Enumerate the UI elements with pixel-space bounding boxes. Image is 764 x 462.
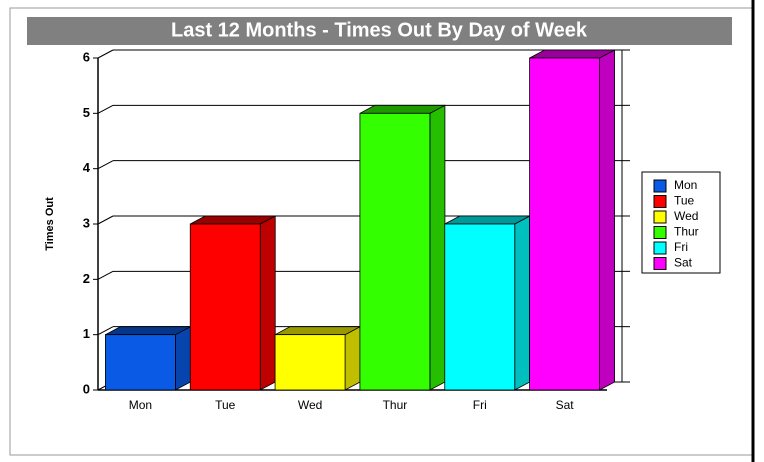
bar-top (105, 326, 191, 336)
legend-label: Fri (674, 240, 688, 254)
legend-label: Mon (674, 178, 697, 192)
legend-label: Wed (674, 209, 698, 223)
bar-side (514, 215, 531, 391)
bar (105, 334, 176, 391)
y-axis-label: Times Out (44, 197, 56, 251)
bar-side (259, 215, 276, 391)
y-tick-label: 2 (83, 271, 90, 286)
legend-label: Thur (674, 225, 699, 239)
grid-side (97, 104, 114, 114)
legend-swatch (653, 179, 667, 193)
bar-top (190, 215, 276, 225)
grid-side (97, 326, 114, 336)
legend-swatch (653, 195, 667, 208)
title-bar (27, 17, 732, 45)
bar-top (444, 215, 530, 225)
y-tick-label: 3 (83, 215, 90, 230)
y-tick-label: 0 (83, 381, 90, 396)
legend-label: Tue (674, 194, 695, 208)
y-tick-label: 4 (83, 160, 91, 175)
legend-swatch (653, 241, 667, 255)
legend-label: Sat (674, 256, 693, 270)
x-tick-label: Wed (298, 398, 322, 412)
y-tick-label: 5 (83, 105, 90, 120)
grid-side (97, 270, 114, 280)
chart-title: Last 12 Months - Times Out By Day of Wee… (171, 19, 588, 41)
bar (274, 334, 346, 391)
x-tick-label: Tue (215, 398, 236, 412)
bar-side (175, 325, 191, 391)
y-tick-label: 6 (83, 49, 90, 64)
bar-side (344, 325, 361, 391)
bar (444, 223, 516, 391)
bar-top (274, 326, 361, 336)
bar (189, 223, 261, 391)
x-tick-label: Thur (383, 398, 408, 412)
grid-side (97, 49, 114, 59)
bar-top (359, 104, 446, 114)
legend-swatch (653, 226, 667, 239)
legend-swatch (653, 210, 667, 224)
bar-side (599, 49, 615, 391)
x-tick-label: Sat (556, 398, 575, 412)
x-tick-label: Fri (473, 398, 487, 412)
legend-swatch (653, 257, 667, 270)
bar (529, 57, 600, 391)
bar (359, 112, 431, 391)
grid-side (97, 160, 114, 170)
y-tick-label: 1 (83, 326, 90, 341)
bar-side (429, 104, 446, 391)
x-tick-label: Mon (129, 398, 152, 412)
bar-top (529, 49, 615, 59)
grid-side (97, 215, 114, 225)
